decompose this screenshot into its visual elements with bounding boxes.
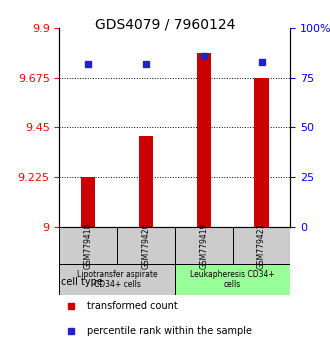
Text: GSM779421: GSM779421 (257, 222, 266, 269)
Text: Leukapheresis CD34+
cells: Leukapheresis CD34+ cells (190, 270, 275, 289)
Text: cell type: cell type (60, 277, 102, 287)
Text: Lipotransfer aspirate
CD34+ cells: Lipotransfer aspirate CD34+ cells (77, 270, 157, 289)
Bar (81, 177, 95, 227)
Text: GSM779420: GSM779420 (142, 222, 150, 269)
FancyBboxPatch shape (59, 264, 175, 295)
Text: GDS4079 / 7960124: GDS4079 / 7960124 (95, 18, 235, 32)
Bar (139, 136, 153, 227)
Text: GSM779419: GSM779419 (199, 222, 208, 269)
Bar (254, 78, 269, 227)
Text: percentile rank within the sample: percentile rank within the sample (87, 326, 252, 336)
Text: GSM779418: GSM779418 (84, 222, 93, 269)
FancyBboxPatch shape (175, 264, 290, 295)
FancyBboxPatch shape (59, 227, 175, 264)
Bar (197, 52, 211, 227)
FancyBboxPatch shape (175, 227, 290, 264)
Text: transformed count: transformed count (87, 301, 178, 311)
